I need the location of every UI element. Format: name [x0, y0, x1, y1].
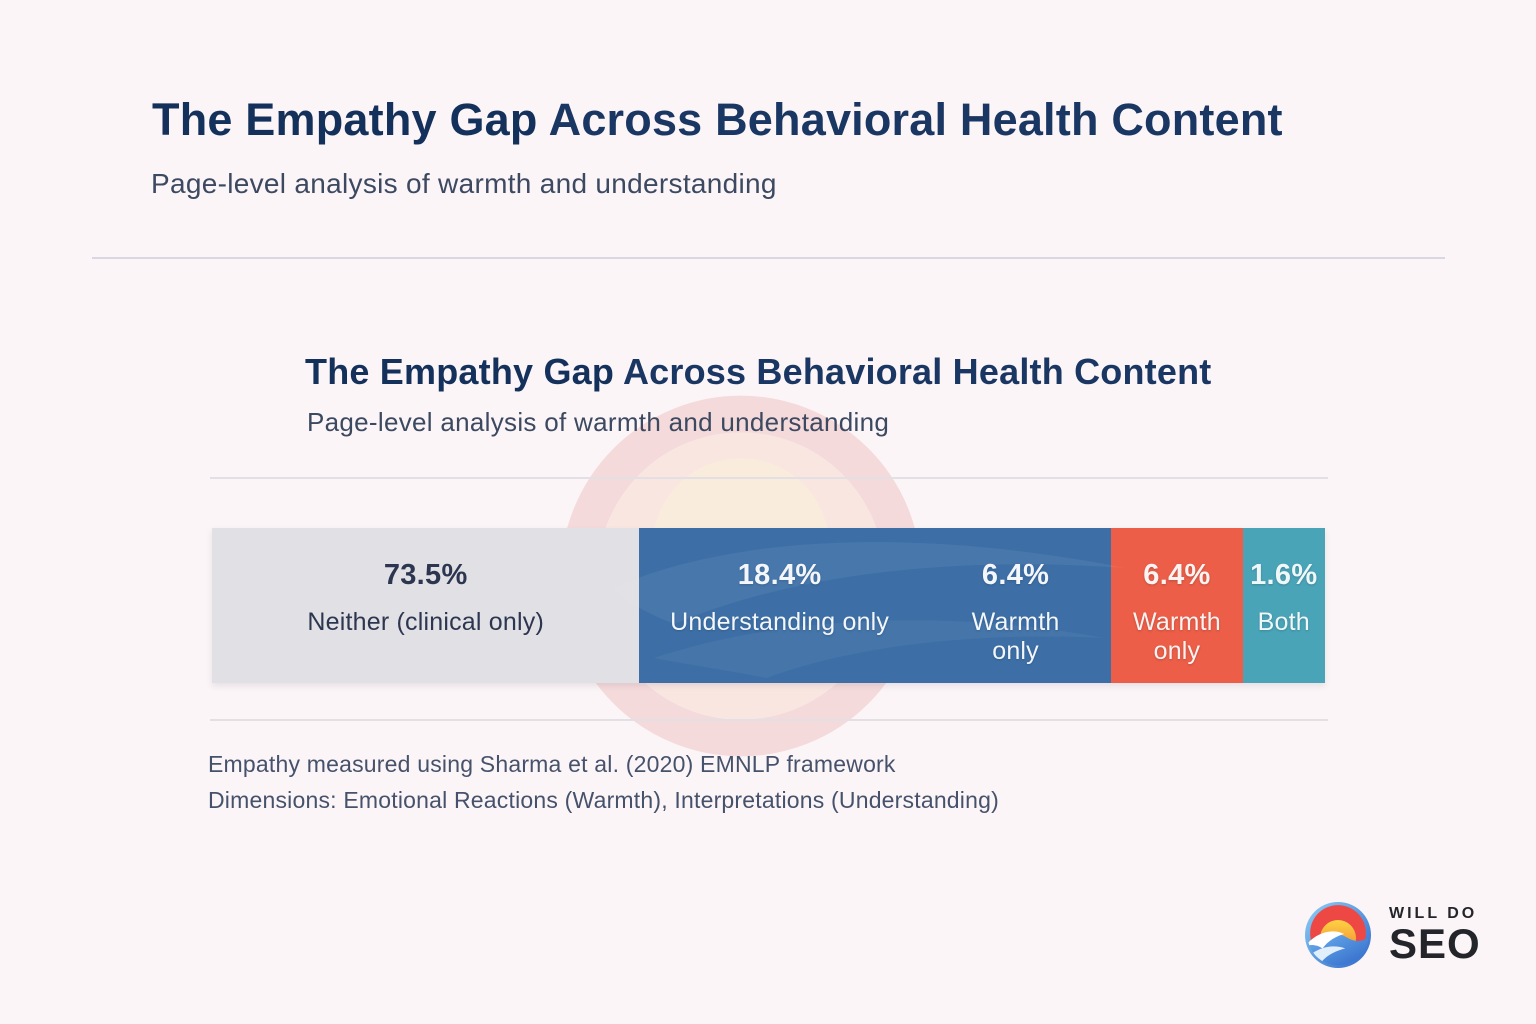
segment-label: Warmth only — [971, 608, 1060, 665]
brand-wordmark-top: WILL DO — [1389, 904, 1478, 922]
bar-segment-neither-clinical-only: 73.5% Neither (clinical only) — [212, 528, 640, 683]
chart-subtitle: Page-level analysis of warmth and unders… — [307, 407, 890, 437]
top-divider — [92, 257, 1445, 259]
page-title-emphasis: The Empathy Gap — [152, 94, 538, 145]
chart-divider-bottom — [210, 719, 1328, 721]
segment-label: Understanding only — [670, 608, 890, 636]
segment-label: Both — [1257, 608, 1310, 636]
brand-wordmark: WILL DO SEO — [1389, 905, 1481, 966]
segment-value: 6.4% — [1143, 559, 1211, 591]
chart-divider-top — [210, 477, 1328, 479]
bar-segment-both: 1.6% Both — [1242, 528, 1325, 683]
page-subtitle: Page-level analysis of warmth and unders… — [151, 168, 777, 199]
chart-title: The Empathy Gap Across Behavioral Health… — [305, 351, 1211, 393]
page-title-rest: Across Behavioral Health Content — [548, 94, 1283, 145]
bar-segment-warmth-only-orange: 6.4% Warmth only — [1111, 528, 1243, 683]
segment-value: 18.4% — [737, 559, 822, 591]
segment-value: 6.4% — [981, 559, 1050, 591]
bar-segment-warmth-only-blue: 6.4% Warmth only — [919, 528, 1112, 683]
brand-logo: WILL DO SEO — [1305, 902, 1481, 968]
stacked-bar-chart: 73.5% Neither (clinical only) 18.4% Unde… — [212, 528, 1325, 683]
segment-value: 1.6% — [1250, 559, 1318, 591]
segment-label: Neither (clinical only) — [307, 608, 544, 636]
chart-title-emphasis: The Empathy Gap — [305, 351, 615, 392]
footnote-methodology: Empathy measured using Sharma et al. (20… — [208, 751, 896, 777]
page-title: The Empathy Gap Across Behavioral Health… — [152, 94, 1283, 146]
segment-value: 73.5% — [383, 559, 468, 591]
footnote-dimensions: Dimensions: Emotional Reactions (Warmth)… — [208, 787, 999, 813]
chart-title-rest: Across Behavioral Health Content — [622, 351, 1212, 392]
brand-wordmark-bottom: SEO — [1389, 919, 1481, 967]
segment-label: Warmth only — [1133, 608, 1221, 665]
bar-segment-understanding-only: 18.4% Understanding only — [639, 528, 920, 683]
willdoseo-logo-icon — [1305, 902, 1371, 968]
